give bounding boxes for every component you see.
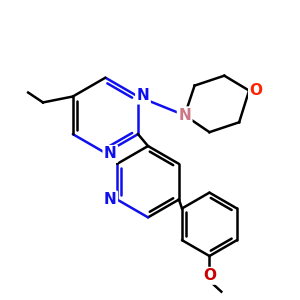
- Text: O: O: [250, 83, 262, 98]
- Text: N: N: [178, 108, 191, 123]
- Text: O: O: [203, 268, 216, 283]
- Text: N: N: [104, 192, 117, 207]
- Text: N: N: [136, 88, 149, 103]
- Text: N: N: [104, 146, 117, 161]
